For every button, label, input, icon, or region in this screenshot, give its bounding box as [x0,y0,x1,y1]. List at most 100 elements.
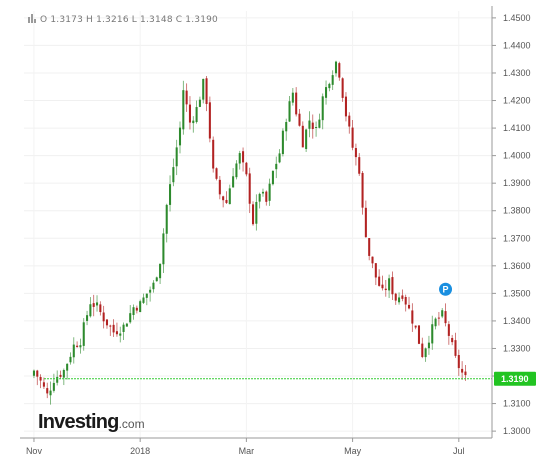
candle-body[interactable] [225,199,228,203]
candle-body[interactable] [135,307,138,311]
candle-body[interactable] [404,296,407,305]
candle-body[interactable] [112,324,115,333]
candle-body[interactable] [398,297,401,303]
candle-body[interactable] [109,325,112,327]
candle-body[interactable] [265,191,268,202]
candle-body[interactable] [72,344,75,358]
candle-body[interactable] [218,179,221,195]
candle-body[interactable] [36,370,39,377]
candle-body[interactable] [89,304,92,317]
candle-body[interactable] [145,293,148,298]
candle-body[interactable] [421,343,424,357]
candle-body[interactable] [318,119,321,128]
candle-body[interactable] [338,63,341,78]
candle-body[interactable] [215,168,218,179]
candle-body[interactable] [394,293,397,301]
candle-body[interactable] [447,324,450,336]
candle-body[interactable] [255,201,258,224]
candle-body[interactable] [129,313,132,323]
candle-body[interactable] [152,282,155,290]
candle-body[interactable] [301,125,304,148]
candle-body[interactable] [424,348,427,358]
candle-body[interactable] [368,238,371,256]
candle-body[interactable] [381,284,384,289]
candle-body[interactable] [46,388,49,394]
candle-body[interactable] [278,153,281,163]
candle-body[interactable] [457,355,460,369]
candle-body[interactable] [185,90,188,105]
candle-body[interactable] [437,317,440,319]
candle-body[interactable] [202,78,205,100]
candle-body[interactable] [232,176,235,188]
candle-body[interactable] [328,83,331,89]
candle-body[interactable] [251,204,255,225]
candle-body[interactable] [331,75,334,85]
candle-body[interactable] [281,130,284,155]
candle-body[interactable] [321,96,324,121]
candle-body[interactable] [188,104,191,123]
candle-body[interactable] [384,288,387,291]
candle-body[interactable] [125,323,128,327]
candle-body[interactable] [182,90,185,130]
candle-body[interactable] [242,151,245,163]
candle-body[interactable] [358,157,361,174]
candle-body[interactable] [414,325,417,328]
candle-body[interactable] [451,337,454,343]
candle-body[interactable] [288,101,291,122]
candle-body[interactable] [341,78,344,98]
candle-body[interactable] [175,147,178,167]
candle-body[interactable] [325,87,328,98]
candle-body[interactable] [245,162,248,175]
candle-body[interactable] [351,127,354,148]
candle-body[interactable] [162,233,165,265]
candle-body[interactable] [268,183,271,201]
candle-body[interactable] [275,163,278,170]
candle-body[interactable] [235,163,238,178]
candle-body[interactable] [119,333,122,336]
candle-body[interactable] [298,113,301,126]
candle-body[interactable] [401,295,404,299]
candle-body[interactable] [441,310,444,317]
candle-body[interactable] [205,78,208,105]
candle-body[interactable] [222,196,225,201]
candle-body[interactable] [434,318,437,327]
candle-body[interactable] [348,115,351,127]
candle-body[interactable] [454,340,457,356]
candle-body[interactable] [165,204,168,234]
annotation-marker[interactable] [439,282,453,296]
candle-body[interactable] [305,129,308,150]
candle-body[interactable] [95,302,99,306]
candle-body[interactable] [285,122,288,132]
candle-body[interactable] [311,122,314,129]
candle-body[interactable] [49,390,52,396]
candle-body[interactable] [132,307,135,316]
candle-body[interactable] [42,382,45,387]
candle-body[interactable] [52,382,55,391]
candle-body[interactable] [79,345,82,348]
candle-body[interactable] [315,126,318,128]
candle-body[interactable] [155,277,158,282]
candle-body[interactable] [56,376,59,383]
candle-body[interactable] [195,107,198,123]
candle-body[interactable] [461,368,464,373]
candle-body[interactable] [169,184,172,205]
candle-body[interactable] [192,120,195,124]
candle-body[interactable] [178,127,182,146]
candle-body[interactable] [159,263,162,279]
candle-body[interactable] [69,356,72,363]
candle-body[interactable] [388,278,391,291]
candle-body[interactable] [291,92,294,103]
candle-body[interactable] [139,301,142,313]
candle-body[interactable] [431,324,434,344]
candle-body[interactable] [444,311,447,324]
candle-body[interactable] [411,310,414,324]
candle-body[interactable] [427,342,430,349]
candle-body[interactable] [258,193,261,202]
candle-body[interactable] [66,363,69,371]
candle-body[interactable] [99,304,102,313]
candle-body[interactable] [228,188,231,205]
candle-body[interactable] [105,319,109,326]
candle-body[interactable] [86,315,89,321]
candle-body[interactable] [238,153,241,164]
